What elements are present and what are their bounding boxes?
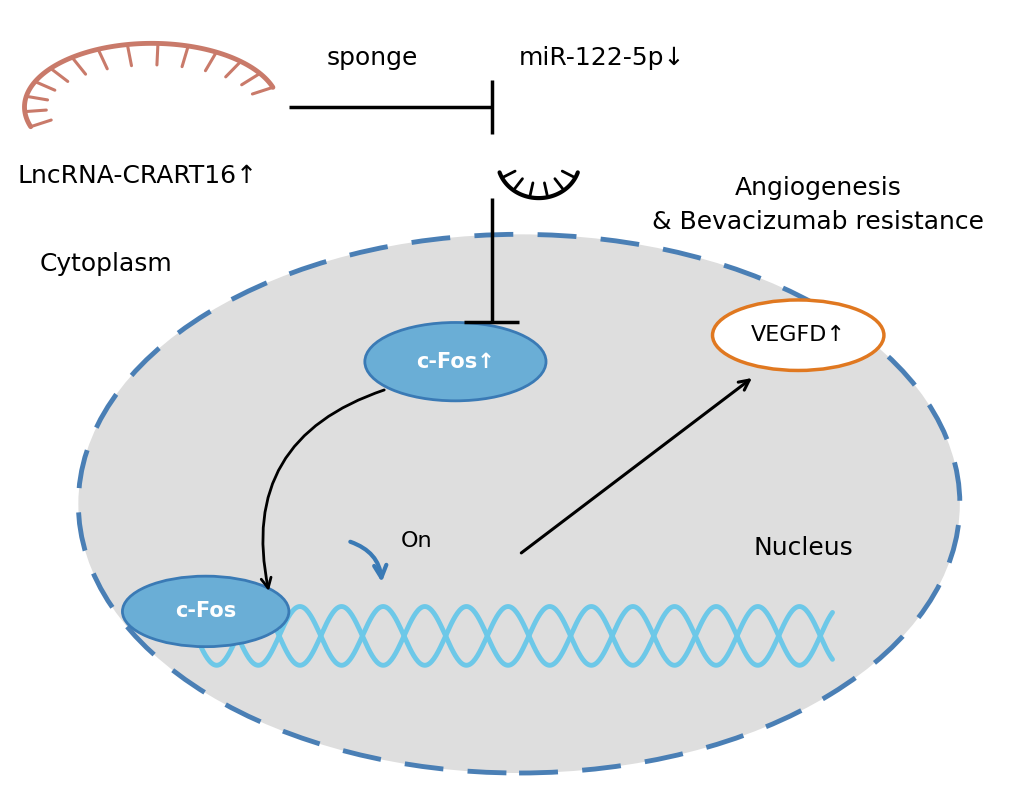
Text: LncRNA-CRART16↑: LncRNA-CRART16↑	[17, 163, 258, 188]
Text: c-Fos↑: c-Fos↑	[416, 351, 494, 372]
Text: miR-122-5p↓: miR-122-5p↓	[519, 46, 685, 70]
Text: c-Fos: c-Fos	[175, 601, 236, 622]
Text: VEGFD↑: VEGFD↑	[750, 325, 845, 345]
Ellipse shape	[365, 322, 545, 401]
Ellipse shape	[712, 300, 883, 370]
Text: On: On	[400, 531, 432, 551]
Text: Angiogenesis
& Bevacizumab resistance: Angiogenesis & Bevacizumab resistance	[651, 176, 983, 233]
Text: Nucleus: Nucleus	[752, 536, 852, 560]
Text: sponge: sponge	[326, 46, 418, 70]
Ellipse shape	[122, 576, 288, 647]
Text: Cytoplasm: Cytoplasm	[39, 252, 172, 276]
Ellipse shape	[78, 234, 959, 773]
